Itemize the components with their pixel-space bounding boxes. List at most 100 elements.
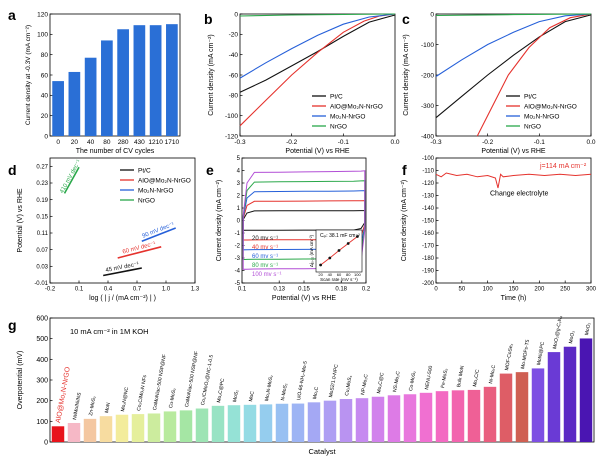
panel-f-frame [435, 157, 592, 284]
panel-d-slope-label: 410 mV dec⁻¹ [59, 159, 82, 194]
panel-g-bar [531, 368, 545, 442]
panel-e-legend-entry: 40 mv s⁻¹ [252, 245, 278, 251]
panel-e-cv-loop [242, 210, 366, 231]
panel-f-y-tick-label: -150 [422, 219, 435, 225]
panel-g-bar [547, 352, 561, 442]
panel-f-y-tick-label: -110 [422, 169, 434, 175]
panel-g-bar [515, 372, 529, 442]
panel-d-legend-entry: NrGO [138, 197, 155, 204]
panel-g-bar-label: Ni-Mo₂C [488, 364, 497, 384]
panel-a-y-tick-label: 20 [41, 113, 49, 120]
panel-a-bar [52, 81, 64, 136]
panel-e-legend-entry: 80 mv s⁻¹ [252, 263, 278, 269]
panel-g-bar-label: Mo₂C/C [472, 369, 481, 388]
panel-g-bar-label: CoMoNiac-500 NSP@NF [152, 354, 168, 411]
panel-g-bar-label: NP-Mo₂C [360, 373, 370, 395]
panel-c-series-line [435, 13, 592, 77]
panel-b-series-line [239, 13, 396, 17]
panel-d-y-tick-label: 0.07 [36, 248, 48, 254]
panel-letter-f: f [402, 162, 407, 178]
panel-c-y-tick-label: -300 [421, 103, 434, 110]
panel-g-bar-label: NS-Mo₂C [392, 370, 402, 392]
panel-c-y-axis-label: Current density (mA cm⁻²) [403, 34, 410, 116]
panel-c-x-tick-label: -0.3 [430, 139, 442, 146]
panel-d-series-line [141, 227, 176, 243]
panel-b-x-axis-label: Potential (V) vs RHE [285, 148, 350, 155]
panel-e-x-tick-label: 0.15 [298, 287, 310, 293]
panel-f-y-tick-label: -160 [422, 231, 435, 237]
panel-g-bar [83, 418, 97, 442]
panel-b-series-line [239, 13, 396, 79]
panel-g-bar [579, 338, 593, 442]
panel-letter-c: c [402, 11, 410, 27]
panel-d-y-tick-label: 0.03 [36, 264, 48, 270]
panel-f-x-tick-label: 300 [586, 287, 597, 293]
panel-g-bar-label: Cu-MoS₂ [168, 388, 177, 409]
panel-e-x-axis-label: Potential (V) vs RHE [272, 295, 337, 302]
panel-e-inset-point [356, 235, 359, 238]
panel-d-series-line [117, 246, 162, 259]
panel-g-bar-label: Co₁/CMoO₂@NC-1-0.5 [200, 354, 215, 406]
panel-b-x-tick-label: 0.0 [390, 139, 399, 146]
panel-d-y-tick-label: 0.19 [36, 198, 48, 204]
panel-g-bar-label: Co₂C/Mo₂N NFs [136, 374, 148, 411]
panel-d-x-tick-label: 0.1 [75, 287, 84, 293]
panel-a-bar [149, 25, 162, 136]
panel-g-bar [435, 391, 449, 442]
panel-e-inset-point [328, 256, 332, 260]
panel-d-x-tick-label: 1.0 [162, 287, 171, 293]
panel-f-y-tick-label: -140 [422, 206, 435, 212]
panel-a-bar [101, 40, 113, 136]
panel-e-legend-entry: 60 mv s⁻¹ [252, 254, 278, 260]
panel-g-bar-label: MoC [248, 390, 256, 402]
panel-d-y-tick-label: 0.11 [37, 231, 49, 237]
panel-g-bar-label: MoO₃ [568, 330, 576, 344]
panel-c-series-line [435, 14, 592, 119]
panel-g-bar-label: MoS2/1.0-NPC [328, 363, 340, 398]
panel-a-x-tick-label: 20 [71, 139, 79, 146]
panel-e: 0.1 0.13 0.15 0.18 0.2 -5 -4 -3 -2 -1 0 1 2 3 4 5 20 mv … [216, 156, 371, 302]
panel-f-x-tick-label: 150 [508, 287, 519, 293]
panel-letter-d: d [8, 162, 17, 178]
panel-e-y-tick-label: 5 [237, 156, 241, 162]
panel-a-bar [84, 57, 97, 136]
panel-b-series-line [239, 13, 396, 127]
panel-e-y-tick-label: -5 [235, 281, 241, 287]
panel-c: -0.3 -0.2 -0.1 0.0 -400 -300 -200 -100 0 Pt/C AlO@… [403, 11, 596, 155]
panel-e-x-tick-label: 0.2 [362, 287, 371, 293]
panel-c-series-line [435, 13, 592, 17]
panel-d-x-tick-label: 1.3 [191, 287, 200, 293]
panel-c-x-tick-label: -0.2 [482, 139, 494, 146]
panel-g-bar [275, 403, 289, 442]
panel-e-y-tick-label: 2 [237, 194, 241, 200]
panel-g-bar-label: MoS₂ [232, 389, 240, 402]
panel-f-y-tick-label: -170 [422, 244, 435, 250]
panel-a-bar [117, 29, 129, 136]
panel-c-y-tick-label: 0 [430, 11, 434, 18]
panel-a-x-tick-label: 1210 [148, 139, 163, 146]
panel-e-x-tick-label: 0.18 [335, 287, 347, 293]
panel-d-x-axis-label: log ( | j / (mA cm⁻²) | ) [89, 295, 156, 302]
panel-e-y-tick-label: -1 [235, 231, 241, 237]
panel-f-y-axis-label: Current density (mA cm⁻²) [401, 180, 408, 262]
panel-g-bar [323, 400, 337, 442]
panel-g-bar [51, 426, 65, 442]
panel-g-bar [499, 373, 513, 442]
panel-b-x-tick-label: -0.1 [338, 139, 350, 146]
panel-g-bar [451, 390, 465, 442]
panel-f-y-tick-label: -180 [422, 256, 435, 262]
panel-g-bar-label: MoNi@PC [536, 341, 546, 366]
panel-letter-e: e [206, 162, 214, 178]
panel-g-bar-label: Mo₂C [312, 386, 320, 400]
panel-d-slope-label: 60 mV dec⁻¹ [122, 241, 156, 255]
panel-g-bar-label: MOF-CoSe₂ [504, 343, 515, 371]
panel-f-current-annotation: j=114 mA cm⁻² [539, 163, 587, 170]
panel-g-bar [99, 416, 113, 442]
panel-b-x-tick-label: -0.3 [234, 139, 246, 146]
panel-c-legend-entry: AlO@Mo₂N-NrGO [524, 103, 577, 110]
panel-g-bar-label: Co-MoS₂ [408, 371, 417, 392]
panel-g-bar [259, 404, 273, 442]
panel-g-bar [307, 402, 321, 442]
panel-c-legend-entry: Mo₂N-NrGO [524, 113, 559, 120]
panel-b: -0.3 -0.2 -0.1 0.0 -120 -100 -80 -60 -40 -20 0 Pt/C… [208, 11, 400, 155]
